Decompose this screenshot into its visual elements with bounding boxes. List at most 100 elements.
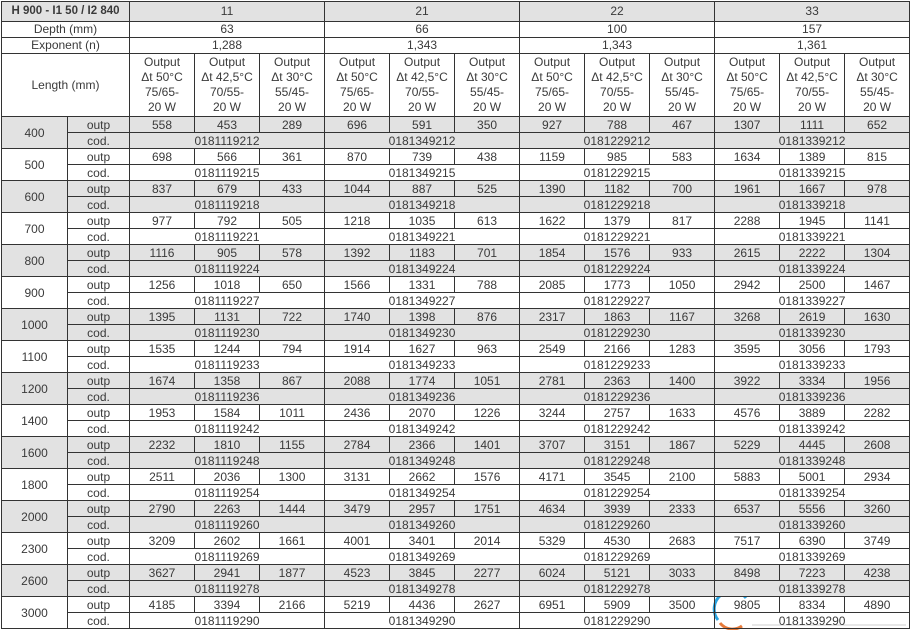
article-code: 0181349221 xyxy=(324,228,521,245)
output-value: 2615 xyxy=(714,244,781,261)
output-value: 933 xyxy=(649,244,716,261)
article-code: 0181229248 xyxy=(519,452,716,469)
output-value: 1667 xyxy=(779,180,846,197)
output-value: 2602 xyxy=(194,532,261,549)
output-value: 2941 xyxy=(194,564,261,581)
output-value: 2619 xyxy=(779,308,846,325)
exponent-22: 1,343 xyxy=(519,37,716,54)
output-row-2600: 2600 outp 3627 2941 1877 4523 3845 2277 6024 5121… xyxy=(1,564,910,597)
code-row-800: cod. 0181119224 0181349224 0181229224 018133… xyxy=(1,260,910,277)
output-value: 1379 xyxy=(584,212,651,229)
output-value: 1358 xyxy=(194,372,261,389)
output-value: 3889 xyxy=(779,404,846,421)
output-value: 679 xyxy=(194,180,261,197)
article-code: 0181229269 xyxy=(519,548,716,565)
output-value: 2277 xyxy=(454,564,521,581)
output-value: 2333 xyxy=(649,500,716,517)
output-value: 1283 xyxy=(649,340,716,357)
output-value: 1167 xyxy=(649,308,716,325)
output-value: 1953 xyxy=(129,404,196,421)
output-value: 1627 xyxy=(389,340,456,357)
output-value: 3334 xyxy=(779,372,846,389)
output-row-1800: 1800 outp 2511 2036 1300 3131 2662 1576 4171 3545… xyxy=(1,468,910,501)
output-value: 2088 xyxy=(324,372,391,389)
article-code: 0181339236 xyxy=(714,388,910,405)
article-code: 0181229260 xyxy=(519,516,716,533)
output-value: 1044 xyxy=(324,180,391,197)
article-code: 0181339260 xyxy=(714,516,910,533)
article-code: 0181119221 xyxy=(129,228,326,245)
length-cell: 2600 xyxy=(1,564,68,597)
article-code: 0181339248 xyxy=(714,452,910,469)
code-row-1400: cod. 0181119242 0181349242 0181229242 018133… xyxy=(2,420,910,437)
exponent-label: Exponent (n) xyxy=(0,37,131,54)
output-value: 3131 xyxy=(324,468,391,485)
output-header-line: Δt 50°C xyxy=(336,70,378,84)
article-code: 0181349230 xyxy=(324,324,521,341)
output-value: 1035 xyxy=(389,212,456,229)
output-value: 4238 xyxy=(844,564,910,581)
output-value: 1389 xyxy=(779,148,846,165)
output-row-600: 600 outp 837 679 433 1044 887 525 1390 1182 700 196… xyxy=(1,180,910,213)
cod-label: cod. xyxy=(66,580,131,597)
output-value: 4185 xyxy=(129,596,196,613)
output-value: 650 xyxy=(259,276,326,293)
output-row-1400: 1400 outp 1953 1584 1011 2436 2070 1226 3244 2757… xyxy=(1,404,910,437)
article-code: 0181349248 xyxy=(324,452,521,469)
output-value: 467 xyxy=(649,116,716,133)
cod-label: cod. xyxy=(66,548,131,565)
output-header-line: Δt 42,5°C xyxy=(201,70,253,84)
cod-label: cod. xyxy=(66,196,131,213)
output-value: 5121 xyxy=(584,564,651,581)
output-value: 1863 xyxy=(584,308,651,325)
output-value: 1674 xyxy=(129,372,196,389)
output-value: 1751 xyxy=(454,500,521,517)
length-cell: 1200 xyxy=(1,372,68,405)
output-value: 8498 xyxy=(714,564,781,581)
cod-label: cod. xyxy=(66,484,131,501)
output-value: 2100 xyxy=(649,468,716,485)
output-value: 3922 xyxy=(714,372,781,389)
output-value: 1390 xyxy=(519,180,586,197)
article-code: 0181229242 xyxy=(519,420,716,437)
output-value: 5001 xyxy=(779,468,846,485)
output-header-line: Δt 30°C xyxy=(661,70,703,84)
outp-label: outp xyxy=(66,340,131,357)
output-value: 2036 xyxy=(194,468,261,485)
output-header-line: 20 W xyxy=(278,100,307,114)
code-row-2000: cod. 0181119260 0181349260 0181229260 018133… xyxy=(1,516,910,533)
output-value: 1256 xyxy=(129,276,196,293)
article-code: 0181349218 xyxy=(324,196,521,213)
output-value: 1630 xyxy=(844,308,910,325)
article-code: 0181349227 xyxy=(324,292,521,309)
outp-label: outp xyxy=(66,468,131,485)
article-code: 0181119248 xyxy=(129,452,326,469)
article-code: 0181229227 xyxy=(519,292,716,309)
output-value: 696 xyxy=(324,116,391,133)
output-value: 905 xyxy=(194,244,261,261)
output-value: 2781 xyxy=(519,372,586,389)
output-value: 578 xyxy=(259,244,326,261)
output-value: 1740 xyxy=(324,308,391,325)
article-code: 0181229236 xyxy=(519,388,716,405)
length-cell: 1000 xyxy=(1,308,68,341)
output-value: 2627 xyxy=(454,596,521,613)
output-value: 558 xyxy=(129,116,196,133)
output-header-line: Output xyxy=(469,55,506,69)
output-header-line: 75/65- xyxy=(145,85,180,99)
output-value: 4445 xyxy=(779,436,846,453)
output-value: 5219 xyxy=(324,596,391,613)
output-value: 438 xyxy=(454,148,521,165)
article-code: 0181119236 xyxy=(129,388,326,405)
output-value: 591 xyxy=(389,116,456,133)
output-row-800: 800 outp 1116 905 578 1392 1183 701 1854 1576 933 2… xyxy=(1,244,910,277)
outp-label: outp xyxy=(66,500,131,517)
length-cell: 600 xyxy=(1,180,68,213)
output-value: 2662 xyxy=(389,468,456,485)
output-header-33-2: Output Δt 30°C 55/45- 20 W xyxy=(844,53,910,117)
output-value: 1183 xyxy=(389,244,456,261)
output-value: 1774 xyxy=(389,372,456,389)
cod-label: cod. xyxy=(66,228,131,245)
article-code: 0181119233 xyxy=(129,356,326,373)
output-value: 6951 xyxy=(519,596,586,613)
